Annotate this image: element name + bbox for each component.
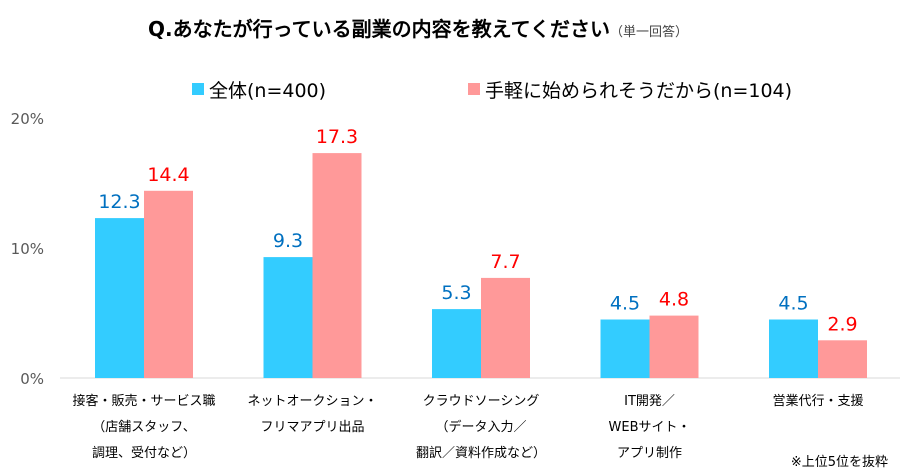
category-label: ネットオークション・	[247, 394, 377, 409]
category-label: クラウドソーシング	[423, 394, 540, 409]
category-label: アプリ制作	[617, 446, 682, 461]
bar	[649, 315, 699, 378]
bar	[818, 340, 867, 378]
y-tick-label: 20%	[11, 110, 44, 128]
chart-subtitle: （単一回答）	[610, 24, 688, 40]
y-tick-label: 10%	[11, 240, 44, 258]
category-label: （店舗スタッフ、	[92, 420, 195, 435]
category-label: IT開発／	[624, 394, 675, 409]
data-label: 2.9	[827, 313, 857, 335]
bar	[312, 153, 362, 378]
legend-label: 手軽に始められそうだから(n=104)	[485, 80, 792, 102]
category-label: （データ入力／	[435, 419, 526, 435]
category-label: WEBサイト・	[609, 420, 691, 435]
bar	[95, 218, 144, 378]
category-label: 調理、受付など）	[92, 446, 196, 461]
chart-title: Q.あなたが行っている副業の内容を教えてください（単一回答）	[148, 17, 688, 41]
y-tick-label: 0%	[20, 370, 44, 388]
category-label: 接客・販売・サービス職	[72, 393, 215, 409]
data-label: 4.5	[778, 293, 808, 315]
legend-label: 全体(n=400)	[209, 80, 326, 102]
data-label: 7.7	[490, 251, 520, 273]
legend: 全体(n=400) 手軽に始められそうだから(n=104)	[192, 80, 792, 102]
data-label: 5.3	[441, 282, 471, 304]
x-axis-labels: 接客・販売・サービス職 （店舗スタッフ、調理、受付など） ネットオークション・フリマ…	[72, 393, 863, 461]
category-label: 翻訳／資料作成など）	[416, 446, 546, 461]
bar	[600, 319, 650, 378]
footnote: ※上位5位を抜粋	[791, 454, 888, 470]
data-label: 9.3	[273, 230, 303, 252]
bars: 12.3 14.4 9.3 17.3 5.3 7.7 4.5 4.8 4.5 2.9	[95, 126, 867, 378]
data-label: 12.3	[98, 191, 140, 213]
bar	[769, 319, 818, 378]
bar	[481, 277, 530, 378]
bar	[144, 190, 193, 378]
data-label: 4.5	[610, 293, 640, 315]
category-label: 営業代行・支援	[772, 393, 863, 409]
legend-swatch	[468, 83, 480, 95]
category-label: フリマアプリ出品	[260, 420, 364, 435]
data-label: 4.8	[659, 289, 689, 311]
bar	[263, 257, 313, 378]
data-label: 14.4	[147, 164, 189, 186]
legend-swatch	[192, 83, 204, 95]
data-label: 17.3	[316, 126, 358, 148]
bar	[432, 309, 481, 378]
